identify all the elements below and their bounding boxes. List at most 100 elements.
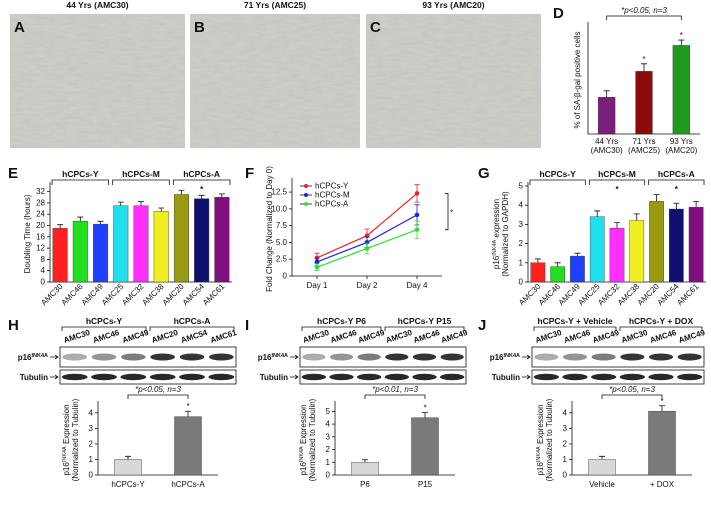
y-tick-label: 4: [519, 201, 524, 210]
blot-band: [591, 353, 616, 361]
blot-band: [61, 373, 88, 381]
blot-band: [121, 353, 146, 361]
blot-band: [150, 353, 175, 361]
micrograph-title: 71 Yrs (AMC25): [244, 0, 306, 10]
text-part: p16: [62, 462, 71, 476]
lane-label: AMC30: [620, 328, 649, 345]
bar: [635, 71, 653, 135]
bar: [629, 220, 645, 283]
x-tick-label: hCPCs-Y: [111, 480, 145, 489]
blot-group-label: hCPCs-A: [174, 316, 211, 326]
text-part: Tubulin: [260, 373, 288, 382]
bar: [173, 194, 189, 283]
y-tick-label: 12.5: [271, 188, 287, 197]
text-part: (Normalized to Tubulin): [545, 398, 554, 481]
significance-star: *: [186, 402, 189, 411]
blot-row-label: p16INK4A: [18, 353, 48, 362]
blot-band: [91, 353, 117, 361]
lane-label: AMC49: [440, 328, 469, 345]
blot-row-label: p16INK4A: [490, 353, 520, 362]
blot-bracket: [533, 326, 617, 331]
x-tick-label: Day 4: [407, 281, 428, 290]
blot-arrow: [50, 354, 59, 360]
lane-label: AMC49: [357, 328, 386, 345]
annotation: *p<0.05, n=3: [609, 385, 655, 394]
error-bar: [633, 213, 640, 221]
text-part: p16: [258, 353, 272, 362]
bar: [194, 198, 210, 283]
significance-star: *: [660, 397, 663, 406]
blot-band: [149, 373, 176, 381]
x-tick-label: Vehicle: [589, 480, 615, 489]
x-tick-label: (AMC30): [591, 146, 623, 155]
significance-star: *: [423, 404, 426, 413]
text-part: (Normalized to Tubulin): [308, 398, 317, 481]
superscript: INK4A: [299, 446, 305, 462]
y-tick-label: 1: [519, 258, 524, 267]
blot-band: [301, 373, 327, 381]
blot-band: [329, 353, 354, 361]
y-tick-label: 2.5: [276, 255, 288, 264]
bar: [93, 223, 109, 283]
significance-bracket: [606, 15, 682, 20]
bar: [52, 228, 68, 283]
y-tick-label: 5.0: [276, 238, 288, 247]
blot-band: [91, 373, 117, 381]
y-tick-label: 1: [89, 455, 94, 464]
y-tick-label: 1: [326, 458, 331, 467]
blot-band: [412, 373, 437, 381]
y-tick-label: 0: [89, 471, 94, 480]
blot-row-label: Tubulin: [20, 373, 48, 382]
blot-band: [648, 373, 674, 381]
x-tick-label: 93 Yrs: [670, 137, 693, 146]
lane-label: AMC30: [534, 328, 563, 345]
panel-letter: F: [245, 165, 254, 182]
micrograph-texture: [366, 14, 541, 148]
bar: [598, 97, 616, 135]
annotation: *p<0.01, n=3: [372, 385, 418, 394]
y-tick-label: 16: [36, 232, 45, 241]
y-tick-label: 2: [519, 239, 524, 248]
panel-letter: I: [245, 317, 249, 334]
text-part: p16: [299, 462, 308, 476]
y-axis-label: % of SA-β-gal positive cells: [573, 31, 582, 128]
lane-label: AMC61: [209, 328, 238, 345]
group-label: hCPCs-M: [598, 169, 636, 179]
y-tick-label: 2: [326, 445, 331, 454]
data-point: [414, 191, 420, 196]
text-part: Expression: [536, 404, 545, 446]
blot-band: [591, 373, 617, 381]
blot-band: [533, 373, 559, 381]
bar: [174, 416, 202, 476]
superscript: INK4A: [62, 446, 68, 462]
blot-band: [677, 353, 702, 361]
error-bar: [614, 222, 620, 229]
blot-arrow: [522, 374, 531, 380]
y-axis-label: p16INK4A Expression: [536, 404, 545, 475]
y-tick-label: 3: [519, 220, 524, 229]
lane-label: AMC46: [563, 328, 592, 345]
x-tick-label: AMC61: [675, 282, 701, 308]
micrograph-texture: [190, 14, 360, 148]
y-tick-label: 24: [36, 210, 45, 219]
x-tick-label: hCPCs-A: [171, 480, 205, 489]
blot-arrow: [290, 374, 299, 380]
error-bar: [178, 189, 185, 195]
blot-bracket: [301, 326, 382, 331]
blot-group-label: hCPCs-Y + Vehicle: [537, 316, 612, 326]
micrograph-title: 44 Yrs (AMC30): [66, 0, 128, 10]
error-bar: [554, 262, 561, 267]
significance-star: *: [680, 31, 683, 40]
panel-letter: C: [370, 19, 381, 36]
annotation: *p<0.05, n=3: [135, 385, 181, 394]
significance-bracket: [601, 394, 663, 399]
blot-band: [356, 373, 382, 381]
bar: [550, 266, 565, 283]
group-bracket: [648, 179, 705, 185]
data-point: [414, 227, 420, 232]
y-axis-label: (Normalized to Tubulin): [545, 398, 554, 481]
significance-bracket: [364, 394, 426, 399]
text-part: p16: [536, 462, 545, 476]
error-bar: [534, 258, 541, 263]
blot-band: [357, 353, 381, 361]
